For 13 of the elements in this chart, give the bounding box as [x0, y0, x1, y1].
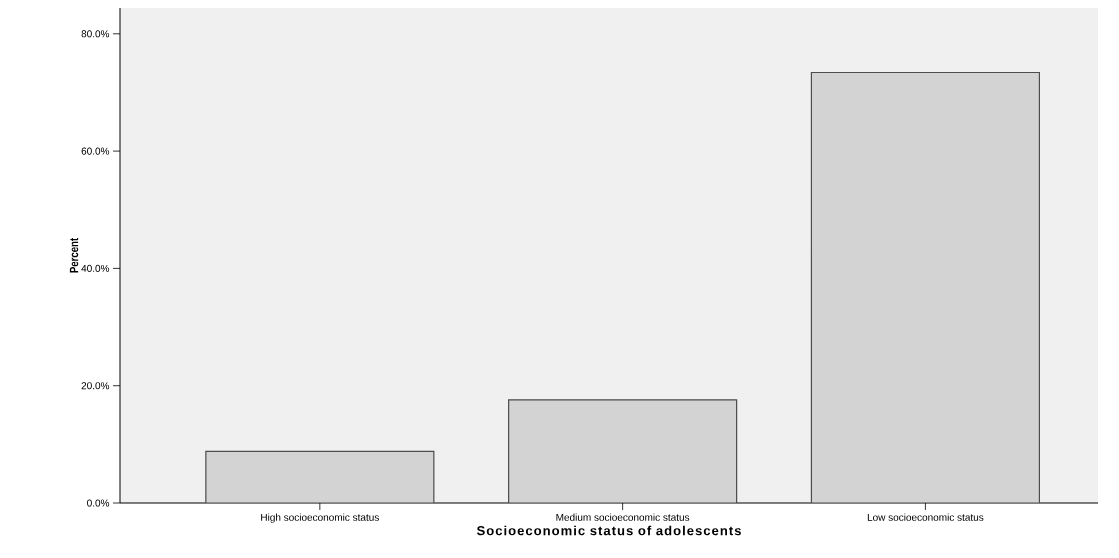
y-axis-title: Percent [69, 238, 79, 273]
y-tick-label: 20.0% [81, 382, 110, 390]
x-axis-title: Socioeconomic status of adolescents [476, 525, 741, 536]
x-tick-label: Low socioeconomic status [867, 513, 984, 521]
y-tick-label: 40.0% [81, 264, 110, 272]
y-tick-label: 80.0% [81, 30, 110, 38]
y-tick-label: 0.0% [87, 499, 110, 507]
y-tick-label: 60.0% [81, 147, 110, 155]
bar [810, 71, 1041, 503]
x-tick-label: High socioeconomic status [261, 513, 379, 523]
bar [508, 399, 738, 503]
bar [205, 450, 435, 503]
x-tick-label: Medium socioeconomic status [556, 513, 690, 521]
